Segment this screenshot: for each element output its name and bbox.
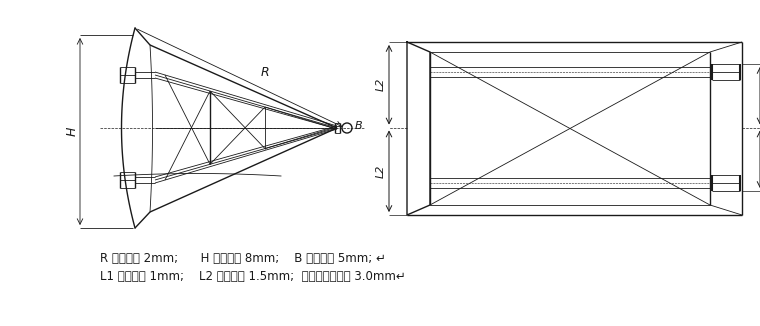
Text: B: B bbox=[355, 121, 363, 131]
Text: R 允许偏差 2mm;      H 允许偏差 8mm;    B 允许偏差 5mm; ↵: R 允许偏差 2mm; H 允许偏差 8mm; B 允许偏差 5mm; ↵ bbox=[100, 251, 386, 264]
Text: H: H bbox=[65, 127, 78, 136]
Text: R: R bbox=[261, 67, 269, 80]
Text: L2: L2 bbox=[376, 165, 386, 178]
Text: L2: L2 bbox=[376, 78, 386, 91]
Polygon shape bbox=[122, 28, 153, 228]
Polygon shape bbox=[407, 42, 430, 215]
Text: L1 允许偏差 1mm;    L2 允许偏差 1.5mm;  对角线允许偏差 3.0mm↵: L1 允许偏差 1mm; L2 允许偏差 1.5mm; 对角线允许偏差 3.0m… bbox=[100, 270, 406, 283]
